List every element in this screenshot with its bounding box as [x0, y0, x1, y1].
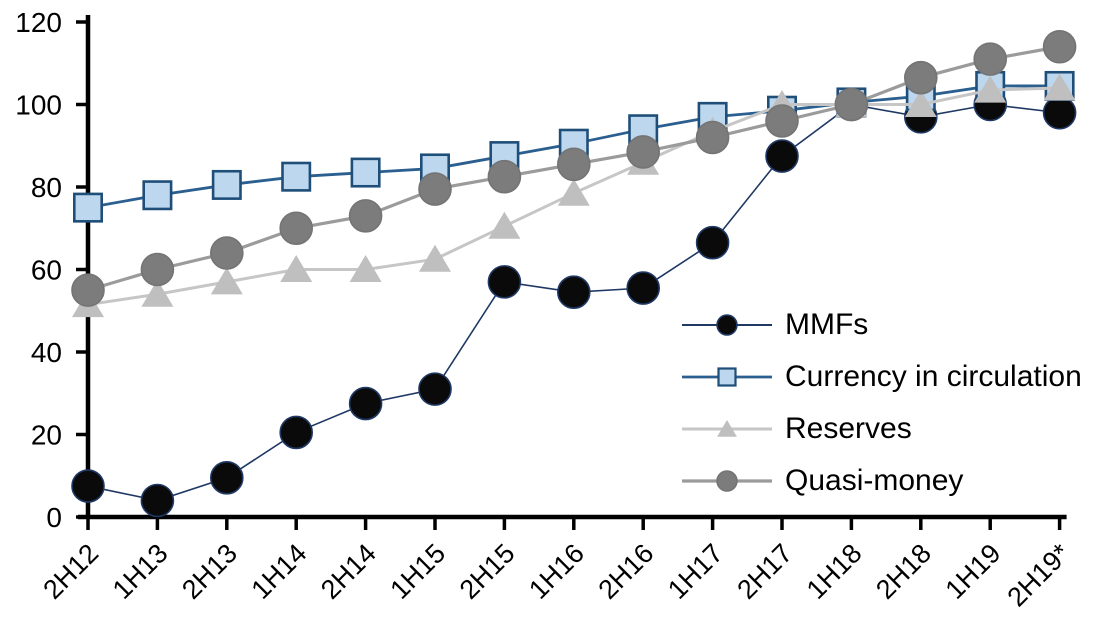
svg-text:2H19*: 2H19*: [1002, 538, 1077, 613]
svg-text:80: 80: [31, 172, 62, 203]
svg-text:20: 20: [31, 420, 62, 451]
x-axis-ticks-labels: 2H12 1H13 2H13 1H14 2H14 1H15 2H15 1H16 2H16 1H17…: [37, 517, 1076, 612]
svg-text:2H12: 2H12: [37, 538, 104, 605]
legend-item-mmfs: MMFs: [681, 299, 1082, 351]
svg-text:2H16: 2H16: [593, 538, 660, 605]
legend: MMFs Currency in circulation Reserves Qu…: [681, 299, 1082, 507]
quasi-money-legend-marker: [682, 470, 772, 492]
svg-text:1H18: 1H18: [801, 538, 868, 605]
legend-item-quasi-money: Quasi-money: [681, 455, 1082, 507]
svg-text:1H16: 1H16: [523, 538, 590, 605]
svg-text:2H17: 2H17: [731, 538, 798, 605]
svg-text:1H14: 1H14: [246, 538, 313, 605]
legend-label-reserves: Reserves: [785, 412, 912, 445]
svg-text:40: 40: [31, 337, 62, 368]
svg-text:1H15: 1H15: [384, 538, 451, 605]
reserves-legend-marker: [682, 420, 772, 437]
legend-label-mmfs: MMFs: [785, 308, 869, 341]
svg-text:2H14: 2H14: [315, 538, 382, 605]
svg-text:2H13: 2H13: [176, 538, 243, 605]
svg-text:0: 0: [46, 502, 62, 533]
legend-label-currency-in-circulation: Currency in circulation: [785, 360, 1082, 393]
series-quasi-money: [71, 29, 1077, 307]
svg-text:1H13: 1H13: [107, 538, 174, 605]
legend-item-currency-in-circulation: Currency in circulation: [681, 351, 1082, 403]
svg-text:1H19: 1H19: [940, 538, 1007, 605]
svg-text:2H15: 2H15: [454, 538, 521, 605]
svg-text:60: 60: [31, 255, 62, 286]
legend-label-quasi-money: Quasi-money: [785, 464, 964, 497]
mmfs-legend-marker: [682, 314, 772, 336]
svg-text:120: 120: [15, 7, 62, 38]
svg-text:2H18: 2H18: [870, 538, 937, 605]
legend-item-reserves: Reserves: [681, 403, 1082, 455]
svg-text:1H17: 1H17: [662, 538, 729, 605]
y-axis-ticks-labels: 0 20 40 60 80 100 120: [15, 7, 88, 533]
currency-legend-marker: [682, 367, 772, 387]
svg-text:100: 100: [15, 90, 62, 121]
